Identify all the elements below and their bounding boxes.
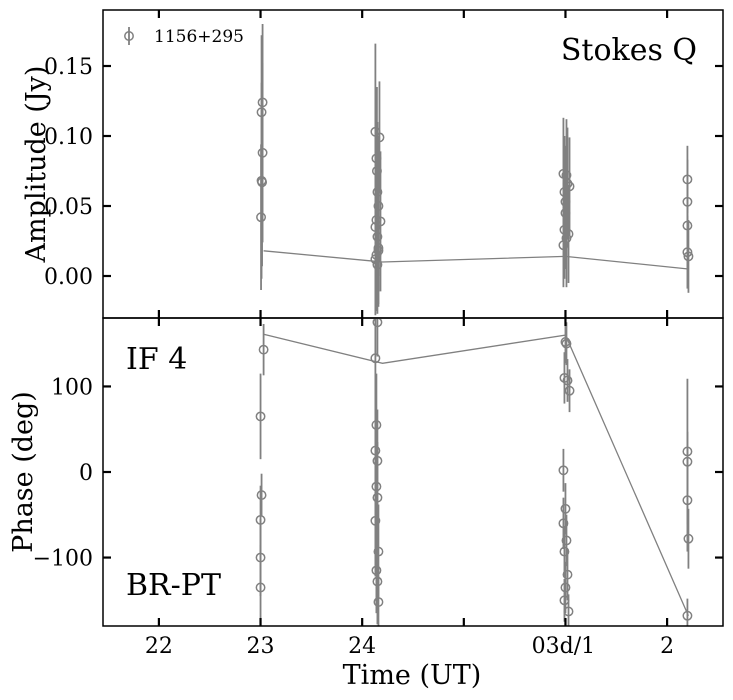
data-point [562, 178, 573, 189]
data-point [258, 344, 269, 355]
phase-ylabel: Phase (deg) [8, 391, 39, 553]
data-point [682, 495, 693, 506]
data-point [371, 565, 382, 576]
data-point [562, 569, 573, 580]
amplitude-ylabel: Amplitude (Jy) [21, 66, 52, 264]
data-point [562, 375, 573, 386]
data-point [561, 535, 572, 546]
data-point [560, 582, 571, 593]
if-annotation: IF 4 [126, 342, 187, 377]
phase-data [255, 317, 694, 626]
data-point [682, 247, 693, 258]
y-tick-label: 100 [51, 375, 93, 400]
data-point [370, 515, 381, 526]
data-point [256, 490, 267, 501]
x-tick-label: 22 [145, 634, 173, 659]
time-xlabel: Time (UT) [343, 660, 482, 691]
data-point [375, 216, 386, 227]
amplitude-ticks: 0.00 0.05 0.10 0.15 [44, 10, 723, 318]
data-point [374, 132, 385, 143]
baseline-annotation: BR-PT [126, 568, 221, 603]
data-point [683, 251, 694, 262]
data-point [563, 229, 574, 239]
data-point [564, 385, 575, 396]
data-point [370, 353, 381, 364]
data-point [372, 259, 383, 270]
data-point [255, 411, 266, 422]
data-point [683, 533, 694, 544]
y-tick-label: 0.10 [44, 125, 93, 150]
data-point [370, 445, 381, 456]
y-tick-label: 0.15 [44, 55, 93, 80]
data-point [372, 492, 383, 503]
y-tick-label: 0.00 [44, 265, 93, 290]
stokes-annotation: Stokes Q [561, 33, 697, 68]
legend-marker [124, 31, 134, 41]
x-tick-label: 23 [247, 634, 275, 659]
phase-ticks: −100 0 100 22 23 24 03d/1 2 [33, 318, 723, 659]
data-point [371, 481, 382, 492]
data-point [560, 337, 571, 347]
phase-panel: −100 0 100 22 23 24 03d/1 2 Phase (deg) IF 4 BR… [8, 317, 724, 691]
legend-label: 1156+295 [154, 27, 244, 47]
data-point [373, 243, 384, 253]
x-tick-label: 24 [348, 634, 376, 659]
data-point [558, 465, 569, 476]
y-tick-label: −100 [33, 547, 93, 572]
data-point [682, 610, 693, 621]
data-point [373, 546, 384, 557]
data-point [564, 181, 575, 192]
data-point [560, 503, 571, 514]
amplitude-panel: 0.00 0.05 0.10 0.15 Amplitude (Jy) Stokes Q… [21, 9, 724, 319]
data-point [559, 546, 570, 557]
series-line [263, 250, 689, 270]
data-point [373, 597, 384, 607]
amplitude-data [256, 24, 694, 316]
data-point [372, 576, 383, 587]
data-point [256, 107, 267, 118]
y-tick-label: 0 [79, 461, 93, 486]
data-point [257, 97, 268, 108]
y-tick-label: 0.05 [44, 195, 93, 220]
legend: 1156+295 [124, 27, 244, 47]
data-point [558, 518, 569, 529]
data-point [563, 606, 574, 617]
x-tick-label: 03d/1 [532, 634, 596, 659]
x-tick-label: 2 [660, 634, 674, 659]
series-line [263, 333, 689, 616]
data-point [255, 582, 266, 593]
